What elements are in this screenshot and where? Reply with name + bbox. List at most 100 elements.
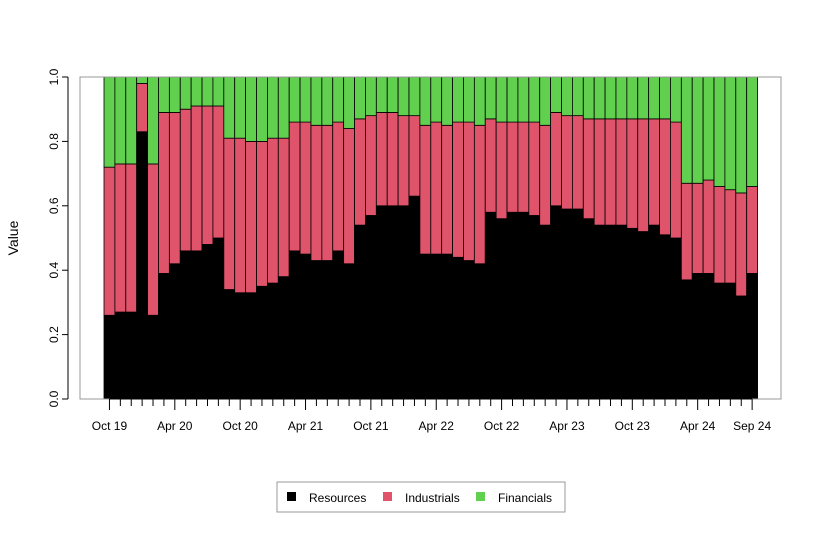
bar-segment-industrials bbox=[691, 182, 704, 274]
bar-segment-industrials bbox=[136, 83, 148, 133]
x-tick-label: Apr 21 bbox=[288, 419, 324, 433]
bar-segment-resources bbox=[310, 260, 323, 400]
bar-segment-financials bbox=[245, 76, 257, 142]
bar-segment-financials bbox=[626, 76, 639, 120]
bar-segment-financials bbox=[277, 76, 290, 139]
bar-segment-resources bbox=[593, 224, 606, 400]
bar-segment-financials bbox=[670, 76, 682, 123]
x-tick-label: Apr 22 bbox=[419, 419, 455, 433]
bar-segment-resources bbox=[419, 253, 432, 400]
bar-segment-resources bbox=[441, 253, 453, 400]
bar-segment-industrials bbox=[430, 121, 443, 255]
bar-segment-industrials bbox=[343, 128, 355, 265]
bar-segment-industrials bbox=[735, 192, 748, 297]
bar-segment-resources bbox=[365, 215, 377, 400]
bar-segment-resources bbox=[528, 215, 541, 400]
bar-segment-resources bbox=[463, 260, 475, 400]
bar-segment-resources bbox=[746, 273, 758, 400]
bar-segment-industrials bbox=[528, 121, 541, 216]
legend-swatch-industrials bbox=[383, 492, 392, 501]
bar-segment-resources bbox=[539, 224, 552, 400]
legend-swatch-financials bbox=[476, 492, 485, 501]
bar-segment-industrials bbox=[615, 118, 628, 226]
bar-segment-industrials bbox=[375, 112, 388, 207]
legend: Resources Industrials Financials bbox=[276, 481, 566, 513]
bar-segment-financials bbox=[114, 76, 127, 165]
bar-segment-resources bbox=[125, 311, 138, 400]
bar-segment-industrials bbox=[648, 118, 660, 226]
bar-segment-financials bbox=[158, 76, 170, 113]
bar-segment-financials bbox=[365, 76, 377, 117]
legend-label-resources: Resources bbox=[309, 491, 366, 505]
bar-segment-resources bbox=[648, 224, 660, 400]
bar-segment-industrials bbox=[659, 118, 671, 236]
bar-segment-resources bbox=[354, 224, 366, 400]
bar-segment-financials bbox=[495, 76, 508, 123]
axes-layer: 0.0 0.2 0.4 0.6 0.8 1.0 Oct 19 Apr 20 Oct 20 Apr … bbox=[47, 68, 782, 433]
bar-segment-industrials bbox=[332, 121, 345, 252]
bar-segment-financials bbox=[550, 76, 562, 113]
bar-segment-financials bbox=[735, 76, 748, 194]
bar-segment-financials bbox=[680, 76, 693, 184]
bar-segment-resources bbox=[288, 250, 301, 400]
bar-segment-industrials bbox=[452, 121, 464, 258]
bar-segment-financials bbox=[593, 76, 606, 120]
bar-segment-industrials bbox=[179, 108, 192, 252]
bar-segment-resources bbox=[299, 253, 312, 400]
x-tick-label: Oct 21 bbox=[353, 419, 389, 433]
bar-segment-industrials bbox=[506, 121, 519, 213]
bar-segment-resources bbox=[604, 224, 617, 400]
bar-segment-financials bbox=[604, 76, 617, 120]
bar-segment-financials bbox=[103, 76, 116, 168]
bar-segment-resources bbox=[212, 237, 225, 400]
bar-segment-resources bbox=[321, 260, 334, 400]
bar-segment-financials bbox=[125, 76, 138, 165]
bar-segment-industrials bbox=[670, 121, 682, 239]
bar-segment-industrials bbox=[114, 163, 127, 313]
bar-segment-industrials bbox=[103, 166, 116, 316]
bar-segment-industrials bbox=[201, 105, 214, 245]
legend-label-financials: Financials bbox=[498, 491, 552, 505]
bar-segment-financials bbox=[397, 76, 410, 117]
bar-segment-industrials bbox=[441, 124, 453, 255]
bar-segment-resources bbox=[136, 131, 148, 400]
bar-segment-industrials bbox=[550, 112, 562, 207]
bar-segment-financials bbox=[212, 76, 225, 107]
bar-segment-resources bbox=[430, 253, 443, 400]
bar-segment-industrials bbox=[593, 118, 606, 226]
bar-segment-industrials bbox=[637, 118, 650, 232]
bar-segment-financials bbox=[648, 76, 660, 120]
bar-segment-financials bbox=[582, 76, 595, 120]
bar-segment-industrials bbox=[266, 137, 279, 284]
bar-segment-resources bbox=[702, 273, 715, 400]
bar-segment-industrials bbox=[604, 118, 617, 226]
bar-segment-industrials bbox=[484, 118, 497, 213]
bar-segment-industrials bbox=[354, 118, 366, 226]
bar-segment-financials bbox=[332, 76, 345, 123]
bar-segment-financials bbox=[637, 76, 650, 120]
bar-segment-industrials bbox=[713, 186, 726, 284]
bar-segment-resources bbox=[691, 273, 704, 400]
bar-segment-industrials bbox=[310, 124, 323, 261]
bar-segment-resources bbox=[343, 263, 355, 400]
bar-segment-resources bbox=[615, 224, 628, 400]
bar-segment-resources bbox=[735, 295, 748, 400]
bar-segment-industrials bbox=[277, 137, 290, 278]
y-tick-label: 0.4 bbox=[47, 262, 61, 279]
x-tick-label: Oct 23 bbox=[615, 419, 651, 433]
bar-segment-resources bbox=[168, 263, 181, 400]
bar-segment-resources bbox=[103, 314, 116, 400]
x-tick-label: Oct 22 bbox=[484, 419, 520, 433]
bar-segment-industrials bbox=[495, 121, 508, 220]
bar-segment-resources bbox=[484, 211, 497, 400]
bar-segment-financials bbox=[517, 76, 530, 123]
bar-segment-financials bbox=[452, 76, 464, 123]
bar-segment-financials bbox=[343, 76, 355, 129]
bar-segment-resources bbox=[550, 205, 562, 400]
bar-segment-resources bbox=[452, 256, 464, 400]
bar-segment-industrials bbox=[680, 182, 693, 281]
bar-segment-financials bbox=[179, 76, 192, 110]
bar-segment-financials bbox=[691, 76, 704, 184]
bar-segment-industrials bbox=[408, 115, 421, 197]
bar-segment-resources bbox=[234, 292, 247, 400]
